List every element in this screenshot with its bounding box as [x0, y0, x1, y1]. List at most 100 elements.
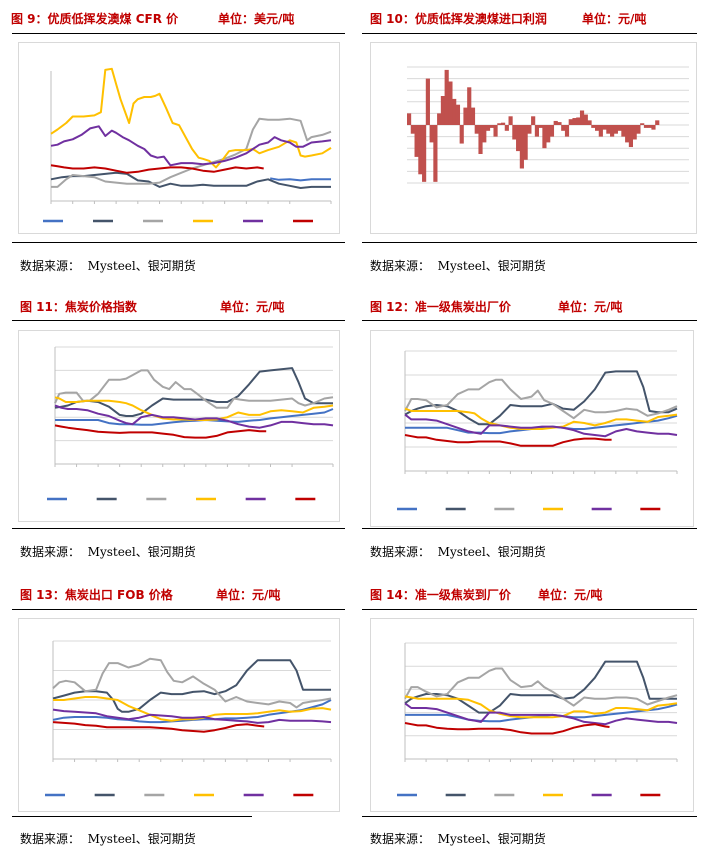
bar [508, 116, 513, 125]
bar [602, 125, 607, 130]
source-text: Mysteel、银河期货 [437, 545, 546, 559]
bar [493, 125, 498, 137]
source-label: 数据来源： [370, 259, 431, 273]
figure-title: 图 14：准一级焦炭到厂价 单位：元/吨 [370, 586, 602, 604]
bar [640, 123, 645, 125]
chart-coke-delivered-rizhao [397, 642, 678, 797]
series-line-2023 [53, 696, 332, 722]
source-text: Mysteel、银河期货 [87, 545, 196, 559]
bar [587, 120, 592, 125]
series-line-2022 [51, 117, 332, 188]
data-source: 数据来源： Mysteel、银河期货 [20, 543, 196, 560]
series-line-2022 [404, 667, 678, 707]
bar [414, 125, 419, 157]
bar [467, 87, 472, 125]
figure-title: 图 13：焦炭出口 FOB 价格 单位：元/吨 [20, 586, 280, 604]
bar [440, 96, 445, 125]
source-label: 数据来源： [370, 545, 431, 559]
series-line-2025 [50, 164, 264, 174]
chart-box-3 [370, 330, 694, 527]
bar [636, 125, 641, 134]
bar [651, 125, 656, 130]
chart-import-profit [407, 66, 689, 184]
bar [647, 125, 652, 128]
figure-title-text: 图 13：焦炭出口 FOB 价格 [20, 588, 173, 602]
figure-title: 图 9：优质低挥发澳煤 CFR 价 单位：美元/吨 [11, 10, 294, 28]
source-text: Mysteel、银河期货 [437, 832, 546, 846]
bar [489, 125, 494, 128]
bar [516, 125, 521, 152]
bar [572, 118, 577, 125]
bar [444, 69, 449, 125]
series-line-2025 [52, 721, 265, 733]
figure-title-text: 图 12：准一级焦炭出厂价 [370, 300, 511, 314]
title-rule [362, 242, 697, 243]
figure-title: 图 12：准一级焦炭出厂价 单位：元/吨 [370, 298, 622, 316]
series-line-2024 [50, 125, 332, 167]
bar [459, 125, 464, 144]
bar [519, 125, 524, 169]
bar [478, 125, 483, 154]
series-line-2024 [52, 708, 332, 724]
bar [470, 107, 476, 125]
title-rule [362, 609, 697, 610]
data-source: 数据来源： Mysteel、银河期货 [20, 257, 196, 274]
bar [538, 125, 543, 128]
source-label: 数据来源： [20, 832, 81, 846]
figure-unit: 单位：元/吨 [216, 588, 281, 602]
bar [448, 81, 453, 125]
data-source: 数据来源： Mysteel、银河期货 [20, 830, 196, 847]
chart-box-2 [18, 330, 340, 522]
series-line-2021 [52, 659, 331, 713]
bar [568, 119, 573, 125]
bar [553, 120, 558, 125]
figure-unit: 单位：美元/吨 [218, 12, 295, 26]
chart-box-0 [18, 42, 340, 234]
figure-title-text: 图 11：焦炭价格指数 [20, 300, 137, 314]
title-rule [12, 320, 345, 321]
bar [418, 125, 423, 175]
data-source: 数据来源： Mysteel、银河期货 [370, 830, 546, 847]
series-line-2024 [404, 413, 678, 438]
title-rule [12, 242, 345, 243]
bar [617, 125, 622, 131]
bar [643, 125, 649, 128]
source-text: Mysteel、银河期货 [87, 259, 196, 273]
bar [564, 125, 570, 137]
bar [485, 125, 491, 131]
figure-title: 图 10：优质低挥发澳煤进口利润 单位：元/吨 [370, 10, 646, 28]
bar [655, 120, 660, 125]
bar [455, 104, 461, 125]
bar [576, 117, 581, 125]
figure-unit: 单位：元/吨 [582, 12, 647, 26]
bar [561, 125, 566, 131]
series-line-2025 [404, 434, 612, 447]
figure-unit: 单位：元/吨 [220, 300, 285, 314]
bar [595, 125, 600, 131]
title-rule [12, 528, 345, 529]
figure-title-text: 图 10：优质低挥发澳煤进口利润 [370, 12, 547, 26]
title-rule [12, 609, 345, 610]
bar [591, 125, 596, 128]
series-line-2024 [54, 404, 334, 429]
bar [523, 125, 528, 160]
series-line-2021 [404, 660, 677, 714]
bar [546, 125, 551, 143]
series-line-2023 [404, 407, 678, 430]
bar [433, 125, 438, 182]
title-rule [362, 320, 697, 321]
title-rule [362, 33, 697, 34]
bar [512, 125, 517, 140]
bar [610, 125, 615, 137]
bar [527, 125, 532, 134]
bar [613, 125, 618, 134]
bar [474, 125, 479, 134]
bar [531, 116, 536, 125]
data-source: 数据来源： Mysteel、银河期货 [370, 543, 546, 560]
bar [425, 78, 430, 125]
bar [482, 125, 487, 143]
source-label: 数据来源： [20, 259, 81, 273]
series-line-2022 [52, 657, 332, 709]
bar [579, 110, 585, 125]
series-line-2023 [50, 67, 332, 169]
